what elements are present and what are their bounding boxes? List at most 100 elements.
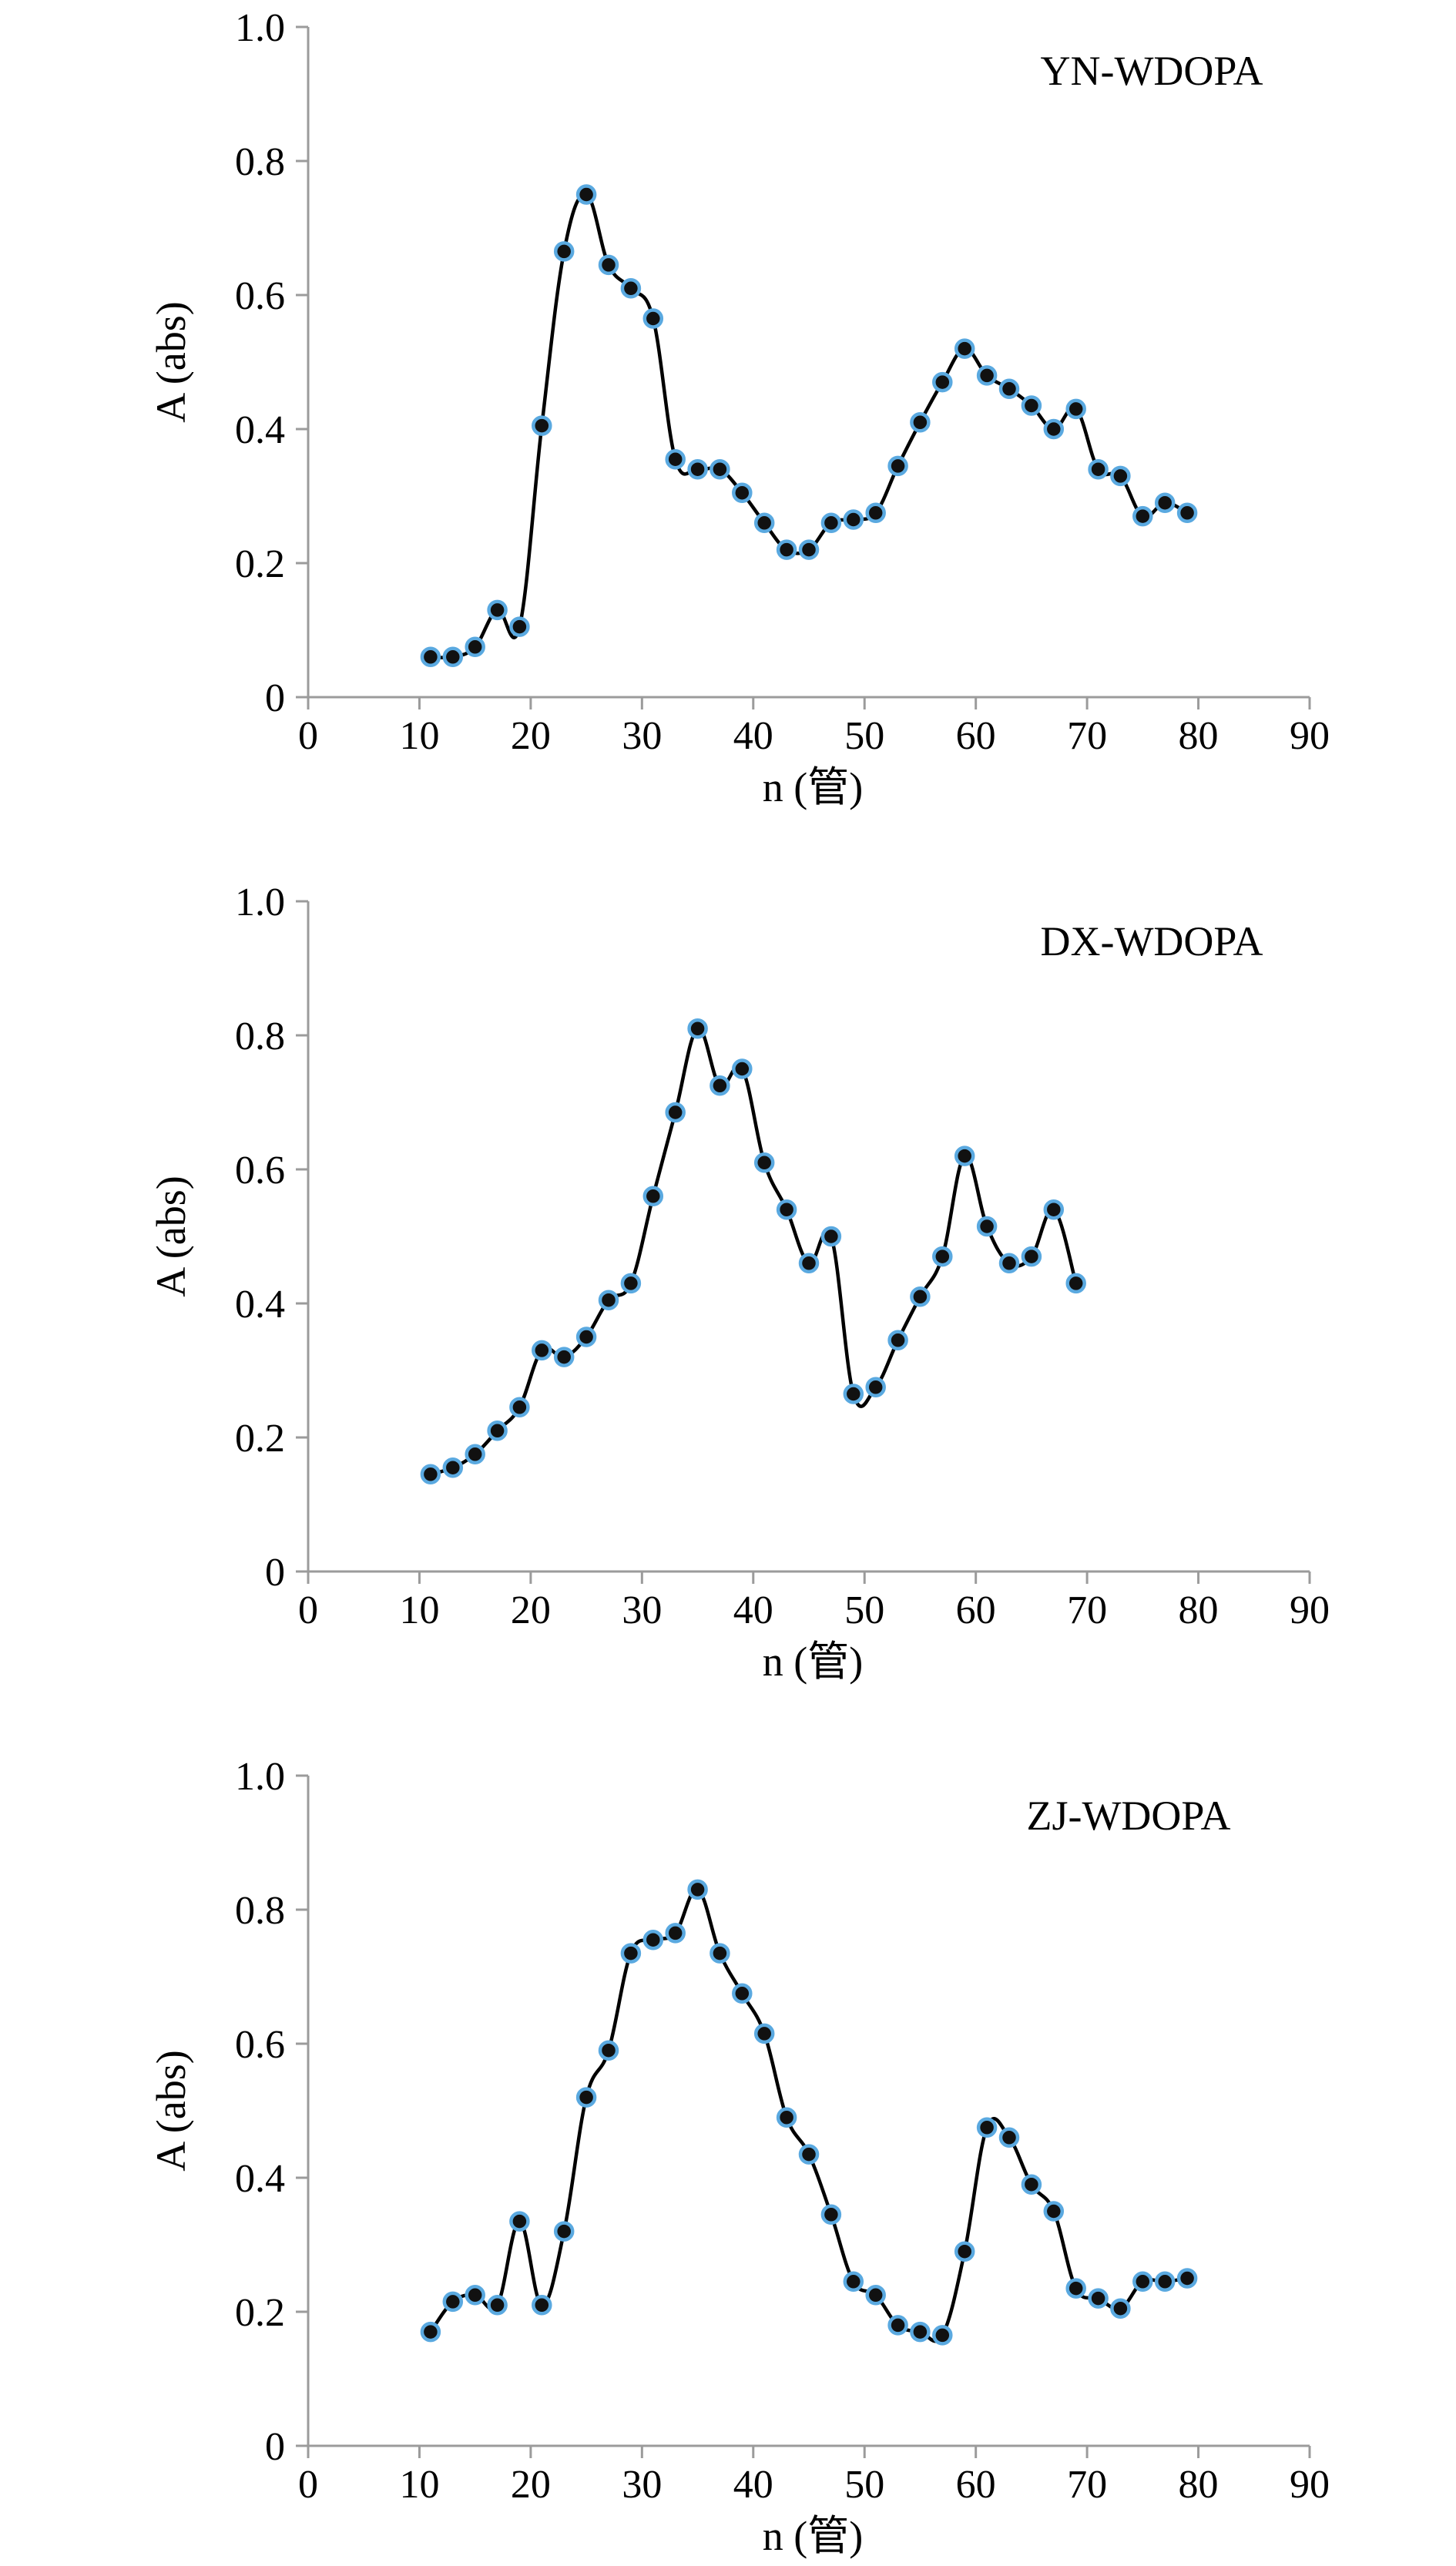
data-point [820,512,842,534]
x-tick-label: 70 [1067,2463,1107,2507]
x-tick-label: 0 [298,1588,318,1632]
chart-title: DX-WDOPA [1040,918,1263,964]
data-point [910,2321,931,2343]
data-point [932,1246,953,1267]
y-tick-label: 1.0 [235,1755,285,1799]
data-point [1065,2278,1086,2299]
data-point [1154,492,1176,513]
data-point [620,1943,642,1964]
data-point [465,636,485,658]
data-point [553,1347,575,1367]
data-point [1132,2271,1153,2293]
data-point [642,1186,664,1207]
data-point [1088,458,1109,480]
x-tick-label: 20 [511,1588,551,1632]
data-point [1021,395,1042,416]
x-tick-label: 50 [844,714,884,758]
data-point [753,512,775,534]
y-tick-label: 0.8 [235,140,285,184]
data-point [665,448,686,470]
data-point [1110,465,1131,487]
x-tick-label: 80 [1179,2463,1219,2507]
data-point [1043,2201,1065,2222]
y-tick-label: 0.4 [235,1283,285,1327]
data-point [553,2221,575,2242]
x-tick-label: 0 [298,714,318,758]
data-point [865,2285,886,2306]
y-tick-label: 1.0 [235,6,285,50]
y-tick-label: 0.2 [235,1417,285,1461]
chart-yn-wdopa: 0 0.2 0.4 0.6 0.8 1.0 0 10 20 30 40 50 60 70 80 90 n (管)… [148,6,1330,810]
chart-dx-wdopa: 0 0.2 0.4 0.6 0.8 1.0 0 10 20 30 40 50 60 70 80 90 n (管)… [148,880,1330,1685]
x-tick-label: 50 [844,1588,884,1632]
data-point [732,1058,753,1079]
x-tick-label: 70 [1067,714,1107,758]
x-tick-label: 0 [298,2463,318,2507]
data-point [1043,1199,1065,1220]
data-point [865,1377,886,1398]
data-point [620,278,642,299]
x-tick-label: 60 [956,1588,996,1632]
x-axis-title: n (管) [763,764,863,810]
data-point [710,458,730,480]
data-point [998,1253,1020,1274]
data-point [532,1340,552,1361]
data-point [553,241,575,262]
data-point [843,509,864,530]
data-point [954,1145,975,1166]
y-tick-label: 0.2 [235,2291,285,2335]
data-point [732,1983,753,2004]
data-point [642,308,664,329]
data-point [1176,502,1198,524]
data-point [420,646,441,668]
x-tick-label: 50 [844,2463,884,2507]
x-tick-label: 30 [622,714,662,758]
data-point [575,2087,597,2108]
data-point [575,1327,597,1347]
data-point [487,1421,508,1441]
x-tick-label: 60 [956,2463,996,2507]
data-point [532,415,552,436]
data-point [710,1075,730,1096]
chart-title: ZJ-WDOPA [1026,1793,1230,1839]
x-tick-label: 30 [622,1588,662,1632]
data-point [820,2204,842,2226]
data-point [1088,2288,1109,2309]
y-tick-label: 0 [265,1551,285,1595]
data-point [820,1226,842,1247]
series-line [428,1887,1189,2343]
x-tick-label: 20 [511,2463,551,2507]
data-point [798,2144,820,2165]
y-axis-title: A (abs) [148,301,194,422]
y-axis-title: A (abs) [148,2050,194,2171]
data-point [665,1102,686,1123]
chart-zj-wdopa: 0 0.2 0.4 0.6 0.8 1.0 0 10 20 30 40 50 60 70 80 90 n (管)… [148,1755,1330,2559]
data-point [887,1330,908,1351]
data-point [532,2295,552,2316]
x-tick-label: 40 [733,2463,773,2507]
data-point [932,2325,953,2346]
y-tick-label: 0.4 [235,2157,285,2201]
x-tick-label: 70 [1067,1588,1107,1632]
data-point [753,2023,775,2044]
y-tick-label: 1.0 [235,880,285,924]
data-point [910,1286,931,1307]
y-tick-label: 0 [265,2425,285,2469]
data-point [910,412,931,433]
data-point [1176,2268,1198,2289]
data-point [976,1216,998,1237]
y-tick-label: 0.6 [235,274,285,318]
data-point [932,371,953,393]
x-tick-label: 80 [1179,1588,1219,1632]
y-tick-label: 0.4 [235,408,285,452]
data-point [954,2241,975,2262]
x-axis-title: n (管) [763,1639,863,1685]
data-point [976,365,998,386]
y-tick-label: 0.8 [235,1015,285,1058]
data-point [732,482,753,503]
data-point [1154,2271,1176,2293]
data-point [687,1018,708,1039]
data-point [442,646,464,668]
data-point [487,2295,508,2316]
x-tick-label: 40 [733,714,773,758]
